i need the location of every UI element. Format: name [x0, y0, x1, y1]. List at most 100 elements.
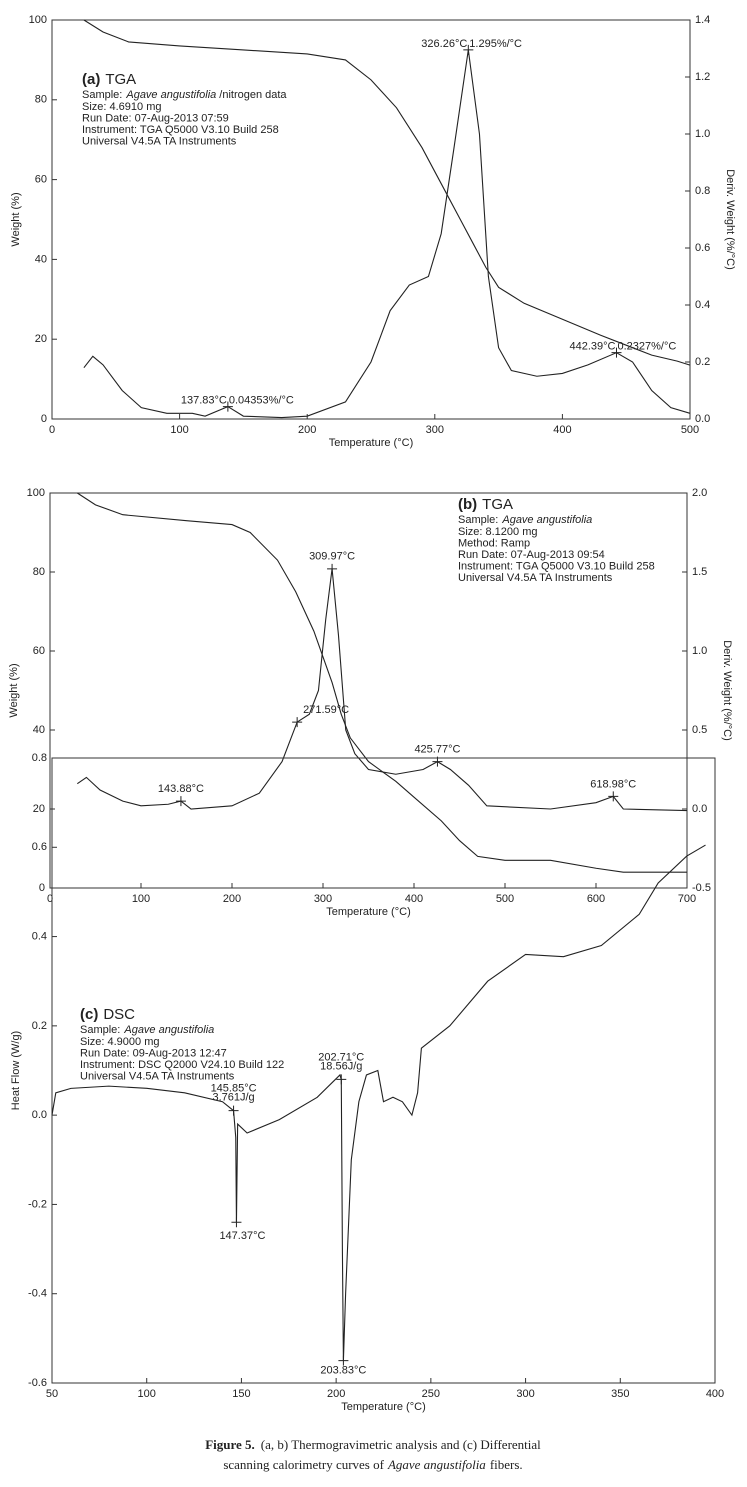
plot-frame	[49, 492, 688, 889]
peak-marker	[327, 563, 338, 574]
y-tick-label: 0.6	[32, 841, 47, 853]
y2-tick-label: 0.8	[695, 185, 710, 197]
y-tick-label: 0.0	[32, 1109, 47, 1121]
y-tick-label: 0.2	[32, 1020, 47, 1032]
peak-marker	[231, 1217, 242, 1228]
info-line: Method: Ramp	[458, 537, 530, 549]
peak-label: 202.71°C	[318, 1051, 364, 1063]
panel-letter: (a)	[82, 71, 100, 88]
peak-label: 309.97°C	[309, 551, 355, 563]
y2-tick-label: -0.5	[692, 882, 711, 894]
caption-text: fibers.	[490, 1457, 523, 1472]
chart: 50 100 150 200 250 300 350 400-0.6-0.4-0.20.00.…	[10, 752, 724, 1413]
peak-marker	[611, 347, 622, 358]
y-tick-label: 0	[39, 882, 45, 894]
y-tick-label: -0.6	[28, 1377, 47, 1389]
peak-marker	[228, 1105, 239, 1116]
data-line	[76, 568, 688, 812]
y2-tick-label: 0.6	[695, 242, 710, 254]
x-tick-label: 300	[314, 893, 332, 905]
y2-axis-label: Deriv. Weight (%/°C)	[724, 169, 736, 270]
plot-frame	[51, 19, 691, 420]
info-line: Size: 8.1200 mg	[458, 526, 538, 538]
x-tick-label: 400	[706, 1388, 724, 1400]
x-tick-label: 0	[49, 424, 55, 436]
x-tick-label: 100	[132, 893, 150, 905]
x-tick-label: 400	[553, 424, 571, 436]
panel-name: TGA	[105, 71, 136, 88]
caption-text: scanning calorimetry curves of	[223, 1457, 384, 1472]
y2-tick-label: 0.5	[692, 724, 707, 736]
x-tick-label: 200	[327, 1388, 345, 1400]
panel-letter: (b)	[458, 496, 477, 513]
info-line: Instrument: TGA Q5000 V3.10 Build 258	[82, 124, 279, 136]
data-line	[51, 844, 706, 1361]
panel-letter: (c)	[80, 1006, 98, 1023]
peak-label: 147.37°C	[219, 1230, 265, 1242]
x-tick-label: 200	[298, 424, 316, 436]
peak-label: 326.26°C	[421, 38, 467, 50]
panel-title: (a) TGA	[82, 71, 136, 88]
y2-axis-label: Deriv. Weight (%/°C)	[721, 640, 733, 741]
x-tick-label: 250	[422, 1388, 440, 1400]
peak-marker	[292, 717, 303, 728]
sample-line: Sample: Agave angustifolia	[458, 514, 592, 526]
info-line: Universal V4.5A TA Instruments	[82, 135, 237, 147]
peak-marker	[222, 401, 233, 412]
x-tick-label: 50	[46, 1388, 58, 1400]
y-tick-label: -0.4	[28, 1288, 47, 1300]
x-axis-label: Temperature (°C)	[329, 437, 413, 449]
y2-tick-label: 1.4	[695, 14, 710, 26]
peak-label: 145.85°C	[211, 1083, 257, 1095]
sample-label: Sample:	[80, 1024, 120, 1036]
info-line: Size: 4.6910 mg	[82, 101, 162, 113]
y-tick-label: 40	[35, 253, 47, 265]
info-line: Universal V4.5A TA Instruments	[458, 572, 613, 584]
peak-label: 143.88°C	[158, 783, 204, 795]
y-tick-label: 20	[33, 803, 45, 815]
info-line: Instrument: TGA Q5000 V3.10 Build 258	[458, 560, 655, 572]
y2-tick-label: 1.0	[695, 128, 710, 140]
panel-name: DSC	[103, 1006, 135, 1023]
peak-label: 3.761J/g	[212, 1092, 254, 1104]
data-line	[83, 49, 691, 419]
caption-label: Figure 5.	[205, 1437, 255, 1452]
peak-label: 18.56J/g	[320, 1060, 362, 1072]
peak-label: 271.59°C	[303, 704, 349, 716]
chart: 0 100 200 300 400 500 0 20 40 60 80 100 0.0 0.2 0.4 0.6…	[10, 14, 736, 449]
y-tick-label: 20	[35, 333, 47, 345]
x-tick-label: 150	[232, 1388, 250, 1400]
y2-tick-label: 0.2	[695, 356, 710, 368]
info-line: Size: 4.9000 mg	[80, 1036, 160, 1048]
x-tick-label: 350	[611, 1388, 629, 1400]
info-line: Run Date: 07-Aug-2013 07:59	[82, 112, 229, 124]
data-line	[76, 492, 687, 873]
sample-line: Sample: Agave angustifolia	[80, 1024, 214, 1036]
peak-marker	[463, 44, 474, 55]
caption-text: (a, b) Thermogravimetric analysis and (c…	[261, 1437, 541, 1452]
peak-label: 1.295%/°C	[469, 38, 522, 50]
sample-name: Agave angustifolia	[123, 1024, 214, 1036]
y-tick-label: -0.2	[28, 1198, 47, 1210]
peak-label: 137.83°C	[181, 395, 227, 407]
x-tick-label: 100	[170, 424, 188, 436]
caption-line: Figure 5. (a, b) Thermogravimetric analys…	[205, 1437, 541, 1452]
y-tick-label: 0.8	[32, 752, 47, 764]
y-tick-label: 60	[33, 645, 45, 657]
sample-name: Agave angustifolia	[125, 89, 216, 101]
caption-species: Agave angustifolia	[387, 1457, 486, 1472]
y2-tick-label: 0.4	[695, 299, 710, 311]
y-tick-label: 60	[35, 174, 47, 186]
peak-label: 0.04353%/°C	[229, 395, 294, 407]
sample-note: /nitrogen data	[219, 89, 287, 101]
data-line	[83, 19, 691, 366]
y-axis-label: Weight (%)	[8, 663, 20, 717]
x-tick-label: 0	[47, 893, 53, 905]
y2-tick-label: 0.0	[695, 413, 710, 425]
peak-label: 203.83°C	[320, 1365, 366, 1377]
y2-tick-label: 1.0	[692, 645, 707, 657]
peak-label: 618.98°C	[590, 778, 636, 790]
y2-tick-label: 1.2	[695, 71, 710, 83]
sample-name: Agave angustifolia	[501, 514, 592, 526]
